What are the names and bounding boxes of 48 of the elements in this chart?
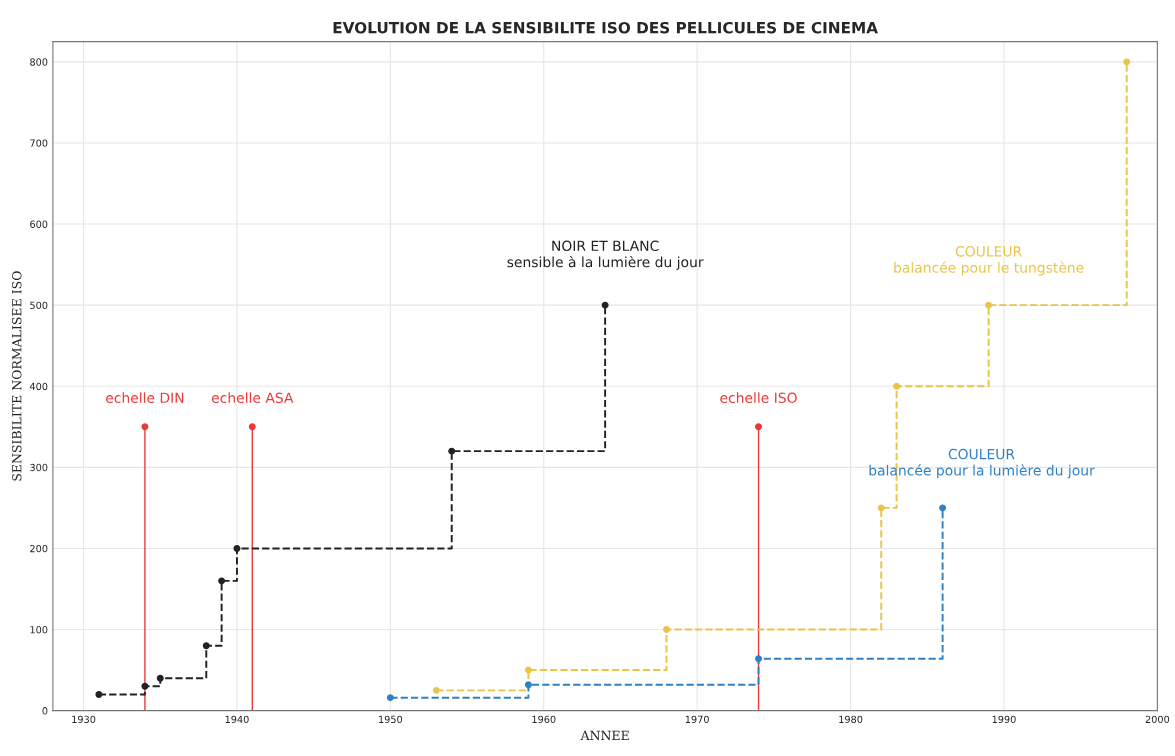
y-tick-label: 300 bbox=[30, 463, 48, 472]
point bbox=[524, 666, 532, 674]
y-tick-label: 700 bbox=[30, 139, 48, 147]
point bbox=[1123, 58, 1131, 66]
x-tick-label: 2000 bbox=[1145, 715, 1170, 724]
point bbox=[156, 674, 164, 682]
annotation: COULEUR balancée pour le tungstène bbox=[894, 246, 1084, 276]
x-tick-label: 1970 bbox=[685, 715, 709, 724]
point bbox=[141, 682, 149, 690]
y-tick-label: 500 bbox=[30, 301, 48, 309]
point bbox=[432, 686, 440, 694]
y-tick-label: 200 bbox=[30, 544, 48, 553]
point bbox=[985, 301, 993, 309]
point bbox=[202, 642, 210, 650]
x-tick-label: 1940 bbox=[225, 715, 249, 724]
point bbox=[141, 423, 149, 431]
point bbox=[893, 382, 901, 390]
annotation: echelle ASA bbox=[211, 392, 294, 404]
x-tick-label: 1990 bbox=[992, 715, 1016, 724]
y-tick-label: 0 bbox=[42, 707, 48, 715]
point bbox=[524, 681, 532, 689]
point bbox=[663, 626, 670, 634]
point bbox=[939, 504, 947, 512]
x-tick-label: 1930 bbox=[72, 715, 96, 724]
x-tick-label: 1950 bbox=[379, 715, 403, 724]
x-axis-title: ANNEE bbox=[580, 730, 629, 741]
point bbox=[233, 544, 241, 552]
point bbox=[755, 655, 763, 663]
y-tick-label: 400 bbox=[29, 382, 48, 391]
point bbox=[218, 577, 226, 585]
annotation: NOIR ET BLANC sensible à la lumière du jour bbox=[507, 240, 704, 270]
annotation: COULEUR balancée pour la lumière du jour bbox=[869, 448, 1095, 479]
x-tick-label: 1960 bbox=[532, 715, 556, 724]
point bbox=[95, 690, 103, 698]
point bbox=[248, 423, 256, 431]
y-tick-label: 800 bbox=[30, 58, 48, 66]
chart-title: EVOLUTION DE LA SENSIBILITE ISO DES PELLICULES DE CINEMA bbox=[333, 21, 878, 34]
y-tick-label: 600 bbox=[30, 220, 48, 228]
point bbox=[386, 694, 394, 702]
point bbox=[877, 504, 885, 512]
annotation: echelle ISO bbox=[720, 392, 797, 404]
point bbox=[448, 447, 456, 455]
x-tick-label: 1980 bbox=[839, 715, 863, 724]
y-tick-label: 100 bbox=[30, 626, 48, 634]
y-axis-title: SENSIBILITE NORMALISEE ISO bbox=[12, 271, 22, 481]
point bbox=[601, 301, 609, 309]
point bbox=[755, 423, 763, 431]
annotation: echelle DIN bbox=[105, 392, 184, 404]
